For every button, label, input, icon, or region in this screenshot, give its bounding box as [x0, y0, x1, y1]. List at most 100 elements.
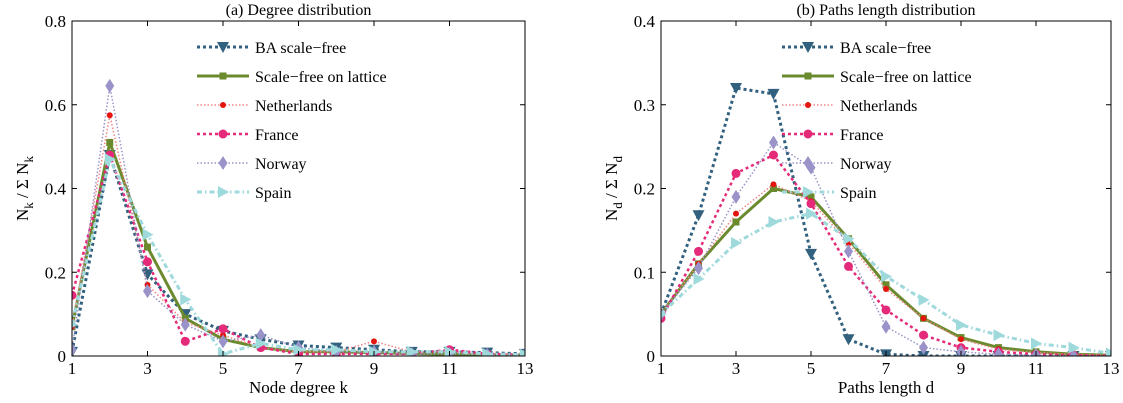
data-point	[733, 210, 739, 217]
x-tick-label: 7	[294, 359, 303, 378]
data-point	[143, 257, 152, 267]
data-point	[693, 272, 705, 285]
data-point	[918, 293, 930, 306]
data-point	[661, 310, 667, 318]
data-point	[72, 321, 78, 328]
chart-title: (a) Degree distribution	[226, 2, 372, 19]
data-point	[1069, 349, 1078, 356]
data-point	[843, 232, 855, 245]
data-point	[256, 328, 266, 343]
legend-label: Netherlands	[840, 98, 917, 115]
legend-label: Scale−free on lattice	[255, 69, 387, 86]
legend-marker	[803, 129, 813, 139]
data-point	[881, 319, 891, 334]
data-point	[920, 315, 927, 322]
y-tick-label: 0.4	[45, 180, 67, 199]
data-point	[1106, 347, 1111, 356]
legend-marker	[219, 72, 227, 80]
y-tick-label: 0.2	[45, 263, 66, 282]
x-axis-label: Node degree k	[249, 378, 349, 397]
legend-marker	[218, 156, 228, 170]
data-point	[72, 290, 77, 300]
data-point	[255, 337, 267, 350]
x-tick-label: 11	[1028, 359, 1044, 378]
legend-marker	[803, 186, 814, 198]
data-point	[293, 343, 305, 356]
legend-marker	[802, 42, 814, 53]
series-norway	[661, 135, 1111, 356]
legend-label: Scale−free on lattice	[840, 69, 972, 86]
data-point	[180, 293, 192, 306]
data-point	[406, 345, 418, 356]
data-point	[369, 345, 380, 356]
legend-label: Spain	[840, 185, 876, 202]
data-point	[1031, 337, 1042, 350]
series-spain	[661, 207, 1111, 356]
data-point	[694, 246, 703, 256]
series-line	[72, 114, 525, 356]
data-point	[444, 345, 456, 356]
data-point	[731, 189, 741, 204]
series-line	[72, 140, 525, 356]
legend-marker	[218, 129, 228, 139]
data-point	[844, 261, 853, 271]
data-point	[104, 153, 116, 166]
y-axis-label: Nd / Σ Nd	[602, 156, 625, 221]
y-tick-label: 0	[58, 347, 67, 366]
legend-marker	[805, 102, 811, 108]
data-point	[731, 236, 742, 249]
data-point	[180, 317, 190, 332]
data-point	[692, 210, 705, 222]
data-point	[770, 185, 777, 192]
data-point	[218, 334, 228, 349]
legend-label: France	[840, 127, 884, 144]
data-point	[730, 83, 742, 94]
y-axis-label: Nk / Σ Nk	[13, 156, 36, 221]
plot-area	[72, 78, 525, 356]
data-point	[844, 244, 853, 259]
data-point	[881, 270, 892, 283]
x-tick-label: 3	[143, 359, 152, 378]
x-tick-label: 11	[441, 359, 457, 378]
y-tick-label: 0.8	[45, 12, 66, 31]
data-point	[994, 347, 1003, 356]
x-tick-label: 7	[882, 359, 891, 378]
data-point	[769, 150, 778, 160]
data-point	[768, 216, 780, 228]
legend-label: BA scale−free	[840, 40, 931, 57]
data-point	[105, 78, 115, 93]
data-point	[482, 347, 494, 356]
data-point	[883, 286, 889, 292]
y-tick-label: 0.2	[634, 180, 655, 199]
series-line	[72, 153, 525, 356]
x-tick-label: 13	[517, 359, 534, 378]
data-point	[106, 112, 113, 119]
data-point	[956, 319, 967, 332]
data-point	[769, 135, 778, 150]
legend-marker	[217, 42, 229, 53]
data-point	[842, 334, 855, 346]
legend-label: France	[255, 127, 299, 144]
series-ba-scale-free	[72, 150, 525, 356]
data-point	[881, 305, 891, 315]
data-point	[919, 340, 928, 355]
x-tick-label: 3	[732, 359, 741, 378]
series-line	[661, 86, 1111, 356]
data-point	[144, 243, 151, 251]
data-point	[731, 168, 741, 178]
legend-label: Spain	[255, 185, 291, 202]
data-point	[72, 342, 77, 356]
x-tick-label: 13	[1103, 359, 1120, 378]
data-point	[919, 330, 928, 340]
legend-marker	[804, 72, 812, 80]
chart-title: (b) Paths length distribution	[796, 2, 975, 19]
legend-marker	[218, 186, 229, 198]
data-point	[806, 207, 817, 220]
data-point	[1068, 341, 1080, 354]
x-tick-label: 9	[370, 359, 379, 378]
y-tick-label: 0	[647, 347, 656, 366]
data-point	[143, 284, 152, 299]
plot-area	[661, 83, 1111, 356]
legend-marker	[803, 156, 813, 170]
